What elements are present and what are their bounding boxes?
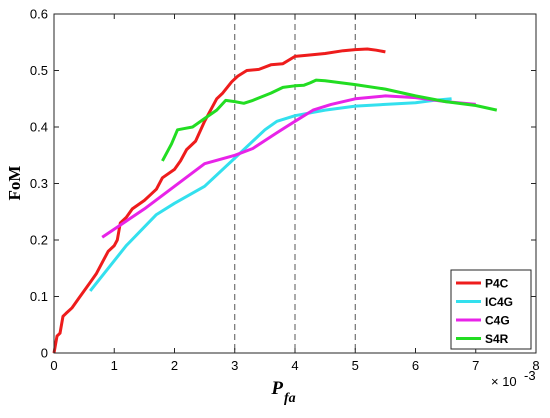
x-tick-label: 2 — [171, 358, 178, 373]
legend-label-c4g: C4G — [485, 314, 510, 328]
y-tick-label: 0.2 — [30, 233, 48, 248]
y-tick-label: 0.4 — [30, 120, 48, 135]
x-exponent-label: × 10 — [491, 374, 517, 389]
y-axis: 0 0.1 0.2 0.3 0.4 0.5 0.6 — [30, 7, 536, 361]
x-tick-label: 1 — [111, 358, 118, 373]
legend-label-s4r: S4R — [485, 332, 509, 346]
x-tick-label: 7 — [472, 358, 479, 373]
y-tick-label: 0.3 — [30, 176, 48, 191]
x-axis-label-subscript: fa — [284, 391, 296, 406]
x-tick-label: 5 — [352, 358, 359, 373]
y-tick-label: 0.1 — [30, 289, 48, 304]
series-line-ic4g — [89, 97, 452, 292]
x-axis-label: P — [270, 378, 283, 399]
series-line-c4g — [101, 94, 476, 239]
series-line-s4r — [161, 78, 498, 162]
x-exponent-power: -3 — [524, 368, 536, 383]
series-lines — [52, 47, 498, 354]
x-tick-label: 3 — [231, 358, 238, 373]
y-tick-label: 0.6 — [30, 7, 48, 22]
legend: P4C IC4G C4G S4R — [450, 269, 532, 350]
legend-label-ic4g: IC4G — [485, 295, 513, 309]
y-tick-label: 0.5 — [30, 63, 48, 78]
series-line-p4c — [52, 47, 386, 354]
legend-label-p4c: P4C — [485, 277, 509, 291]
x-axis: 0 1 2 3 4 5 6 7 8 — [50, 14, 540, 373]
reference-lines — [234, 14, 356, 353]
x-tick-label: 0 — [50, 358, 57, 373]
y-tick-label: 0 — [41, 346, 48, 361]
x-tick-label: 4 — [291, 358, 298, 373]
y-axis-label: FoM — [5, 166, 24, 201]
x-tick-label: 8 — [532, 358, 539, 373]
x-tick-label: 6 — [412, 358, 419, 373]
